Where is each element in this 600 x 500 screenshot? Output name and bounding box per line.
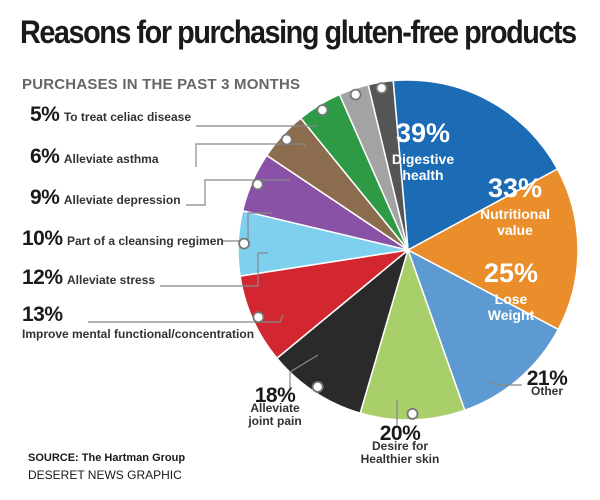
marker-joint xyxy=(252,311,265,324)
desc-nutritional-2: value xyxy=(497,222,533,238)
desc-lose-weight-1: Lose xyxy=(495,291,528,307)
desc-cleansing: Part of a cleansing regimen xyxy=(66,234,224,248)
pct-asthma: 6% xyxy=(30,145,60,168)
leader-line-cleansing xyxy=(222,212,272,242)
slice-celiac xyxy=(367,79,409,251)
label-asthma: 6% Alleviate asthma xyxy=(30,145,159,169)
desc-skin-1: Desire for xyxy=(371,439,429,453)
desc-asthma: Alleviate asthma xyxy=(63,152,159,166)
pct-depression: 9% xyxy=(30,186,60,209)
leader-line-stress xyxy=(160,252,268,287)
leader-line-mental xyxy=(88,314,284,323)
desc-joint-2: joint pain xyxy=(248,414,302,428)
label-cleansing: 10% Part of a cleansing regimen xyxy=(22,227,224,251)
desc-stress: Alleviate stress xyxy=(66,273,156,287)
label-mental: 13% Improve mental functional/concentrat… xyxy=(22,303,254,341)
marker-other xyxy=(406,407,419,420)
pct-celiac: 5% xyxy=(30,103,60,126)
desc-skin-2: Healthier skin xyxy=(360,452,440,466)
marker-mental xyxy=(238,237,251,250)
marker-celiac xyxy=(375,82,388,94)
leader-line-asthma xyxy=(195,143,306,167)
pct-mental: 13% xyxy=(22,303,63,326)
desc-mental: Improve mental functional/concentration xyxy=(22,327,255,341)
desc-celiac: To treat celiac disease xyxy=(63,110,191,124)
desc-other: Other xyxy=(530,384,563,398)
leader-line-other xyxy=(489,381,522,386)
marker-asthma xyxy=(349,88,362,101)
slice-lose-weight xyxy=(406,248,560,412)
pct-skin: 20% xyxy=(379,422,421,445)
desc-lose-weight-2: Weight xyxy=(488,307,535,323)
marker-skin xyxy=(311,380,324,393)
slice-skin xyxy=(275,247,410,415)
pct-joint: 18% xyxy=(254,384,296,407)
pct-digestive: 39% xyxy=(396,118,450,148)
slice-other xyxy=(359,247,466,421)
pct-cleansing: 10% xyxy=(22,227,63,250)
desc-joint-1: Alleviate xyxy=(250,401,300,415)
label-celiac: 5% To treat celiac disease xyxy=(30,103,191,127)
label-other: 21% Other xyxy=(522,367,572,398)
desc-depression: Alleviate depression xyxy=(63,193,181,207)
label-skin: 20% Desire for Healthier skin xyxy=(350,422,450,466)
label-stress: 12% Alleviate stress xyxy=(22,266,155,290)
leader-line-joint xyxy=(289,354,319,389)
slice-nutritional xyxy=(406,167,579,331)
source-note: SOURCE: The Hartman Group xyxy=(28,452,186,464)
desc-digestive-2: health xyxy=(402,167,443,183)
label-joint: 18% Alleviate joint pain xyxy=(240,384,310,428)
marker-stress xyxy=(251,178,264,191)
pct-nutritional: 33% xyxy=(488,173,542,203)
slice-joint xyxy=(239,248,411,360)
pct-lose-weight: 25% xyxy=(484,258,538,288)
chart-subtitle: PURCHASES IN THE PAST 3 MONTHS xyxy=(22,76,301,93)
pct-other: 21% xyxy=(526,367,568,390)
slice-digestive xyxy=(392,79,559,252)
desc-digestive-1: Digestive xyxy=(392,151,454,167)
desc-nutritional-1: Nutritional xyxy=(480,206,550,222)
chart-title: Reasons for purchasing gluten-free produ… xyxy=(20,14,577,50)
leader-line-depression xyxy=(186,179,290,206)
marker-depression xyxy=(316,104,329,116)
marker-cleansing xyxy=(280,133,293,146)
label-depression: 9% Alleviate depression xyxy=(30,186,181,210)
graphic-credit: DESERET NEWS GRAPHIC xyxy=(28,468,182,482)
pct-stress: 12% xyxy=(22,266,63,289)
